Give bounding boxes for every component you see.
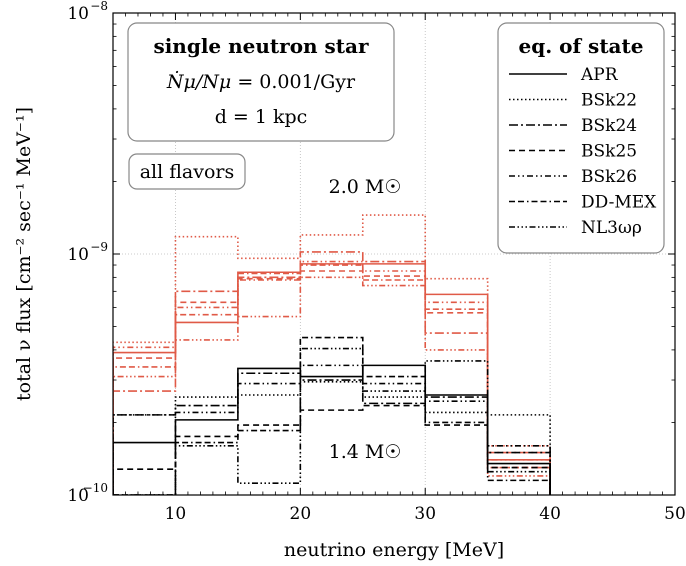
info-box: single neutron star Ṅμ/Nμ = 0.001/Gyr d … bbox=[127, 22, 395, 142]
y-tick-exponent: −9 bbox=[90, 240, 108, 254]
y-axis-title: total ν flux [cm⁻² sec⁻¹ MeV⁻¹] bbox=[13, 107, 35, 401]
flavor-box: all flavors bbox=[128, 153, 246, 190]
x-axis-title: neutrino energy [MeV] bbox=[284, 539, 504, 561]
y-tick-label: 10 bbox=[67, 4, 89, 24]
x-tick-label: 30 bbox=[414, 504, 436, 524]
legend-label: NL3ωρ bbox=[581, 218, 642, 238]
y-tick-exponent: −10 bbox=[83, 481, 108, 495]
y-tick-label: 10 bbox=[67, 245, 89, 265]
info-box-frame bbox=[127, 22, 395, 142]
series-layer bbox=[113, 214, 551, 495]
x-tick-label: 20 bbox=[290, 504, 312, 524]
info-box-title: single neutron star bbox=[153, 34, 369, 58]
info-box-rate: Ṅμ/Nμ = 0.001/Gyr bbox=[166, 70, 356, 93]
series-line-light-apr bbox=[113, 364, 551, 495]
info-box-rate-lhs: Ṅμ/Nμ bbox=[166, 70, 231, 93]
series-line-light-nl3ωρ bbox=[113, 347, 551, 495]
legend-frame bbox=[497, 22, 665, 254]
info-box-rate-rhs: = 0.001/Gyr bbox=[231, 71, 356, 93]
legend-title: eq. of state bbox=[519, 34, 644, 58]
flavor-box-label: all flavors bbox=[140, 161, 235, 183]
series-line-heavy-nl3ωρ bbox=[113, 276, 551, 495]
x-tick-label: 10 bbox=[165, 504, 187, 524]
legend-label: DD-MEX bbox=[581, 193, 657, 213]
series-line-light-bsk24 bbox=[113, 372, 551, 495]
flavor-box-frame bbox=[128, 153, 246, 190]
x-tick-label: 50 bbox=[664, 504, 686, 524]
legend-label: BSk25 bbox=[581, 142, 637, 162]
legend-entries: APR BSk22 BSk24 BSk25 BSk26 DD-MEX NL3ωρ bbox=[509, 65, 657, 238]
series-line-light-bsk22 bbox=[113, 380, 551, 495]
legend-label: BSk22 bbox=[581, 91, 637, 111]
x-tick-label: 40 bbox=[539, 504, 561, 524]
legend-label: BSk24 bbox=[581, 116, 637, 136]
group-label-heavy: 2.0 M☉ bbox=[329, 176, 402, 198]
y-tick-label: 10 bbox=[67, 486, 89, 506]
legend: eq. of state APR BSk22 BSk24 BSk25 BSk26 DD-M… bbox=[497, 22, 665, 254]
series-line-heavy-bsk25 bbox=[113, 270, 551, 495]
series-line-light-bsk26 bbox=[113, 364, 551, 495]
group-label-light: 1.4 M☉ bbox=[329, 441, 402, 463]
legend-label: APR bbox=[580, 65, 619, 85]
legend-label: BSk26 bbox=[581, 167, 637, 187]
series-line-heavy-dd-mex bbox=[113, 264, 551, 495]
info-box-distance: d = 1 kpc bbox=[215, 106, 308, 128]
y-tick-exponent: −8 bbox=[90, 0, 108, 13]
